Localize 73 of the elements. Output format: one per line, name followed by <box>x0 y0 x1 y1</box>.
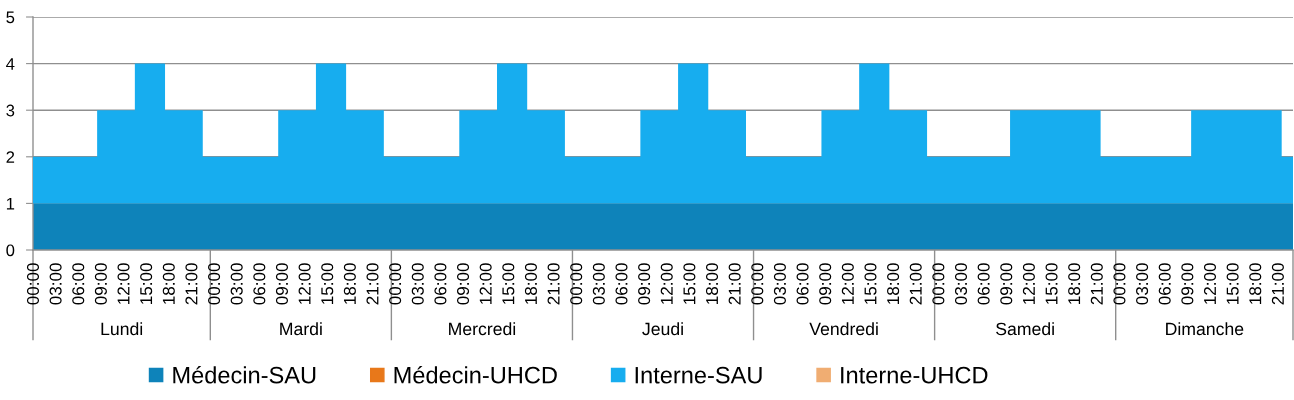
x-tick-label: 06:00 <box>796 263 809 305</box>
x-tick-label: 12:00 <box>117 263 130 304</box>
text: Mardi <box>280 322 322 336</box>
x-tick-label: 03:00 <box>230 263 243 305</box>
x-tick-label: 06:00 <box>72 263 85 305</box>
x-tick-label: 18:00 <box>887 263 900 304</box>
x-tick-label: 09:00 <box>638 263 651 305</box>
text: Dimanche <box>1166 322 1244 336</box>
text: Mercredi <box>449 322 516 336</box>
text: Vendredi <box>809 322 878 336</box>
x-tick-label: 00:00 <box>1113 263 1126 305</box>
x-tick-label: 12:00 <box>479 263 492 304</box>
x-tick-label: 00:00 <box>570 263 583 305</box>
x-tick-label: 06:00 <box>615 263 628 305</box>
legend-label: Interne-SAU <box>635 366 762 384</box>
x-tick-label: 12:00 <box>1022 263 1035 304</box>
x-tick-label: 15:00 <box>502 263 515 304</box>
x-tick-label: 21:00 <box>366 263 379 305</box>
x-tick-label: 18:00 <box>705 263 719 304</box>
x-tick-label: 03:00 <box>773 263 786 305</box>
x-tick-label: 18:00 <box>343 263 356 304</box>
legend-label: Interne-UHCD <box>841 366 988 384</box>
x-tick-label: 21:00 <box>728 263 741 305</box>
x-tick-label: 09:00 <box>819 263 832 305</box>
text: Jeudi <box>642 322 683 336</box>
y-tick-label: 5 <box>6 11 15 24</box>
x-tick-label: 00:00 <box>751 263 764 305</box>
x-tick-label: 15:00 <box>140 263 153 304</box>
x-tick-label: 03:00 <box>592 263 605 305</box>
x-tick-label: 21:00 <box>1271 263 1284 305</box>
x-tick-label: 18:00 <box>162 263 175 304</box>
x-tick-label: 03:00 <box>954 263 968 305</box>
x-tick-label: 03:00 <box>49 263 62 305</box>
x-tick-label: 15:00 <box>1045 263 1058 304</box>
x-tick-label: 06:00 <box>1158 263 1171 305</box>
y-tick-label: 1 <box>6 197 15 210</box>
legend-label: Médecin-SAU <box>173 365 316 384</box>
x-tick-label: 21:00 <box>185 263 198 305</box>
text: Lundi <box>101 322 143 336</box>
x-tick-label: 09:00 <box>456 263 470 305</box>
y-tick-label: 0 <box>6 244 15 257</box>
x-tick-label: 09:00 <box>1000 263 1013 305</box>
x-tick-label: 15:00 <box>1226 263 1239 304</box>
x-tick-label: 15:00 <box>321 263 334 304</box>
x-tick-label: 18:00 <box>524 263 537 304</box>
x-tick-label: 21:00 <box>1090 263 1103 305</box>
x-tick-label: 06:00 <box>253 263 266 305</box>
x-tick-label: 12:00 <box>1203 263 1217 304</box>
x-tick-label: 00:00 <box>26 263 40 305</box>
x-tick-label: 06:00 <box>977 263 990 305</box>
x-tick-label: 12:00 <box>660 263 673 304</box>
x-tick-label: 18:00 <box>1068 263 1081 304</box>
x-tick-label: 03:00 <box>411 263 424 305</box>
x-tick-label: 12:00 <box>298 263 311 304</box>
y-tick-label: 2 <box>6 151 15 163</box>
x-tick-label: 21:00 <box>909 263 922 305</box>
x-tick-label: 00:00 <box>389 263 402 305</box>
x-tick-label: 21:00 <box>547 263 560 305</box>
legend-label: Médecin-UHCD <box>394 365 557 384</box>
x-tick-label: 03:00 <box>1136 263 1149 305</box>
x-tick-label: 00:00 <box>932 263 945 305</box>
y-tick-label: 3 <box>6 104 15 117</box>
x-tick-label: 12:00 <box>841 263 854 304</box>
x-tick-label: 09:00 <box>94 263 107 305</box>
x-tick-label: 00:00 <box>208 263 221 305</box>
x-tick-label: 06:00 <box>434 263 447 305</box>
x-tick-label: 15:00 <box>683 263 696 304</box>
y-tick-label: 4 <box>6 58 15 70</box>
text: Samedi <box>996 322 1054 336</box>
x-tick-label: 18:00 <box>1249 263 1262 304</box>
x-tick-label: 09:00 <box>275 263 289 305</box>
x-tick-label: 15:00 <box>864 263 877 304</box>
x-tick-label: 09:00 <box>1181 263 1194 305</box>
